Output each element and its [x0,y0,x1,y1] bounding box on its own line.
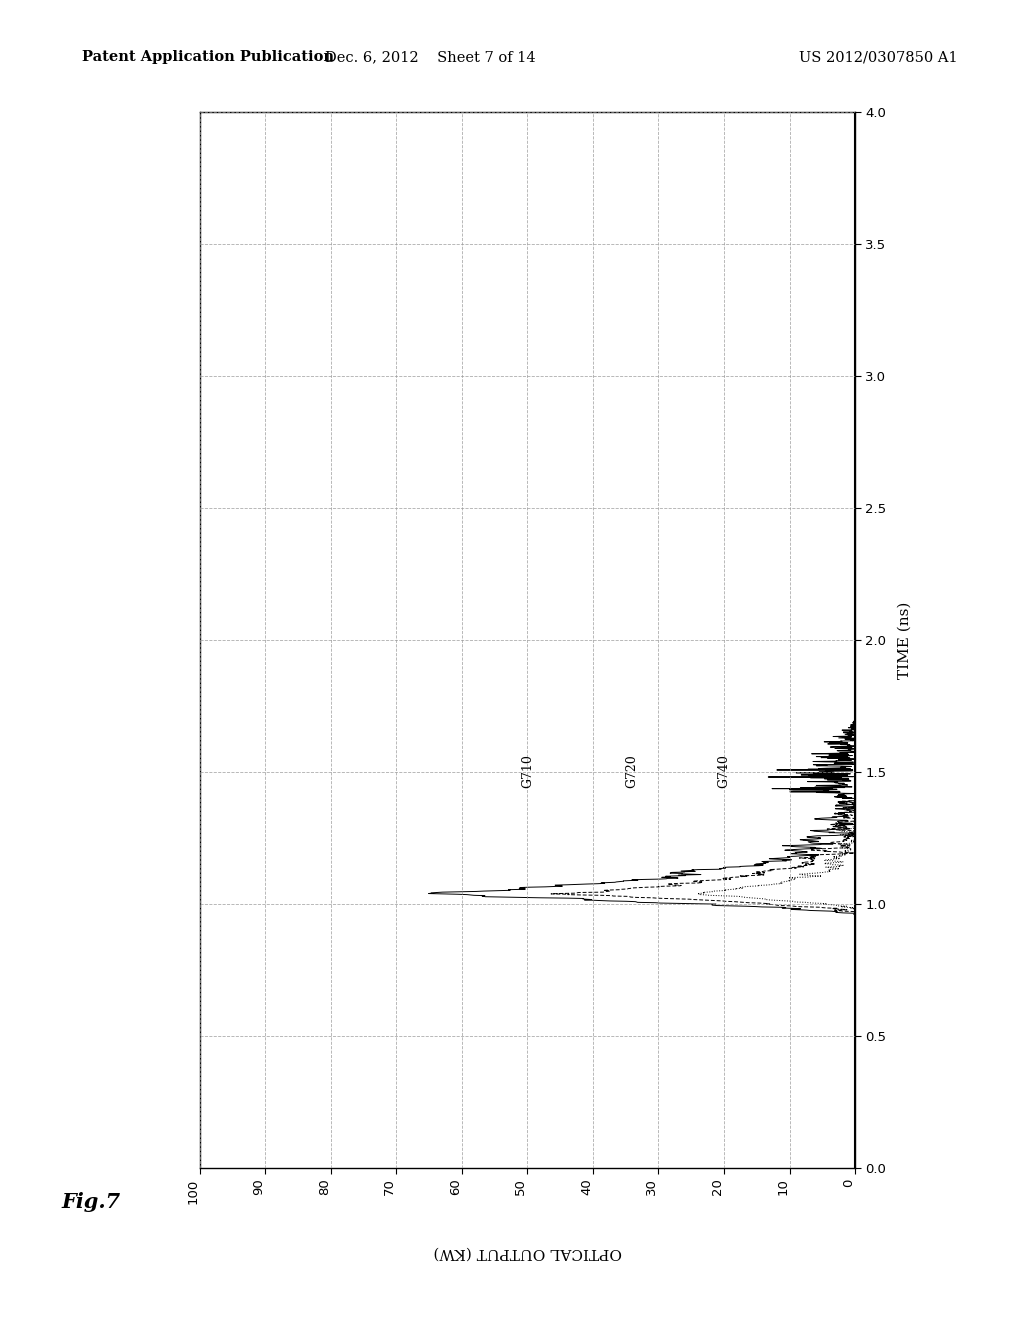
Text: Dec. 6, 2012    Sheet 7 of 14: Dec. 6, 2012 Sheet 7 of 14 [325,50,536,65]
Text: G720: G720 [626,754,639,788]
Text: G710: G710 [521,754,534,788]
Text: Patent Application Publication: Patent Application Publication [82,50,334,65]
Text: G740: G740 [718,754,730,788]
X-axis label: OPTICAL OUTPUT (KW): OPTICAL OUTPUT (KW) [433,1246,622,1259]
Y-axis label: TIME (ns): TIME (ns) [898,602,911,678]
Text: Fig.7: Fig.7 [61,1192,121,1212]
Text: US 2012/0307850 A1: US 2012/0307850 A1 [799,50,957,65]
